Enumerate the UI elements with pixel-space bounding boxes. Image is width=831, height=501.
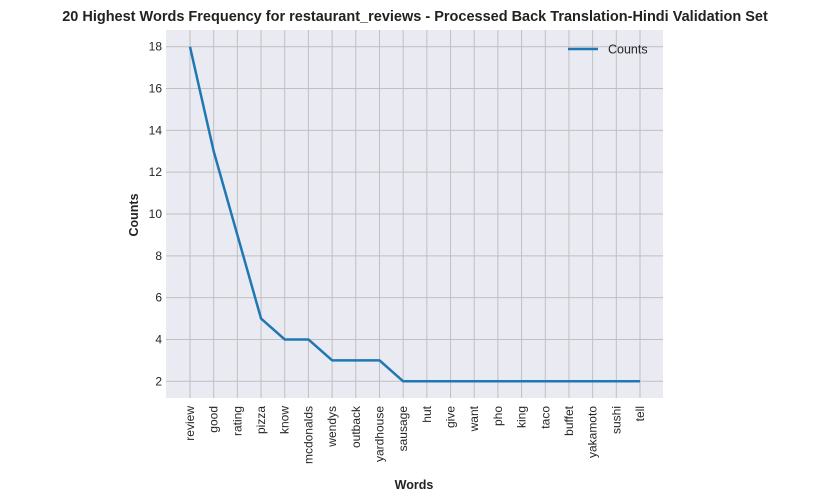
y-tick-label: 12 [149,165,163,179]
x-tick-label: wendys [325,406,339,448]
series-line-counts [188,46,640,383]
x-tick-label: sushi [609,406,623,434]
x-tick-label: mcdonalds [301,406,315,464]
y-tick-label: 14 [149,123,163,137]
x-tick-label: pizza [254,406,268,434]
x-tick-label: review [183,406,197,441]
legend-label: Counts [608,43,648,57]
x-tick-label: hut [420,405,434,422]
x-tick-label: give [444,406,458,428]
x-tick-labels: review good rating pizza know mcdonalds wendys… [183,405,647,464]
y-tick-label: 10 [149,207,163,221]
x-tick-label: pho [491,406,505,426]
x-tick-label: yakamoto [586,406,600,458]
y-tick-label: 6 [155,291,162,305]
legend: Counts [568,43,648,57]
series-layer [188,46,640,383]
x-axis-label: Words [395,478,434,492]
y-tick-label: 2 [155,374,162,388]
y-tick-labels: 2 4 6 8 10 12 14 16 18 [149,40,163,389]
x-tick-label: rating [230,406,244,436]
x-tick-label: yardhouse [372,406,386,462]
x-tick-label: want [467,405,481,432]
y-tick-label: 16 [149,82,163,96]
x-tick-label: sausage [396,406,410,452]
x-tick-label: buffet [562,405,576,435]
x-tick-label: know [278,406,292,434]
y-gridlines [166,46,663,382]
x-tick-label: good [207,406,221,433]
x-tick-label: taco [538,406,552,429]
x-tick-label: king [515,406,529,428]
y-tick-label: 4 [155,332,162,346]
y-axis-label: Counts [127,193,141,236]
x-tick-label: tell [633,406,647,421]
y-tick-label: 18 [149,40,163,54]
x-tick-label: outback [349,405,363,448]
y-tick-label: 8 [155,249,162,263]
chart-title: 20 Highest Words Frequency for restauran… [62,9,768,25]
